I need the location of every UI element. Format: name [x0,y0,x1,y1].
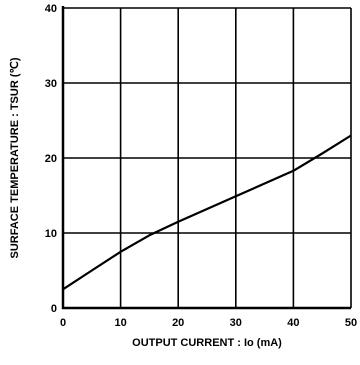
x-tick-labels: 0 10 20 30 40 50 [60,317,357,329]
y-tick-label-0: 0 [51,303,57,315]
x-tick-label-40: 40 [287,317,299,329]
series-line [62,134,352,291]
y-axis-title: SURFACE TEMPERATURE : TSUR (℃) [9,57,21,258]
y-tick-label-20: 20 [45,153,57,165]
x-tick-label-30: 30 [230,317,242,329]
grid [63,7,352,308]
x-tick-label-20: 20 [172,317,184,329]
x-tick-label-10: 10 [114,317,126,329]
y-tick-label-40: 40 [45,3,57,15]
y-tick-labels: 0 10 20 30 40 [45,3,57,315]
x-axis-title: OUTPUT CURRENT : Io (mA) [132,337,282,349]
x-tick-label-50: 50 [345,317,357,329]
x-tick-label-0: 0 [60,317,66,329]
y-tick-label-10: 10 [45,228,57,240]
y-tick-label-30: 30 [45,78,57,90]
